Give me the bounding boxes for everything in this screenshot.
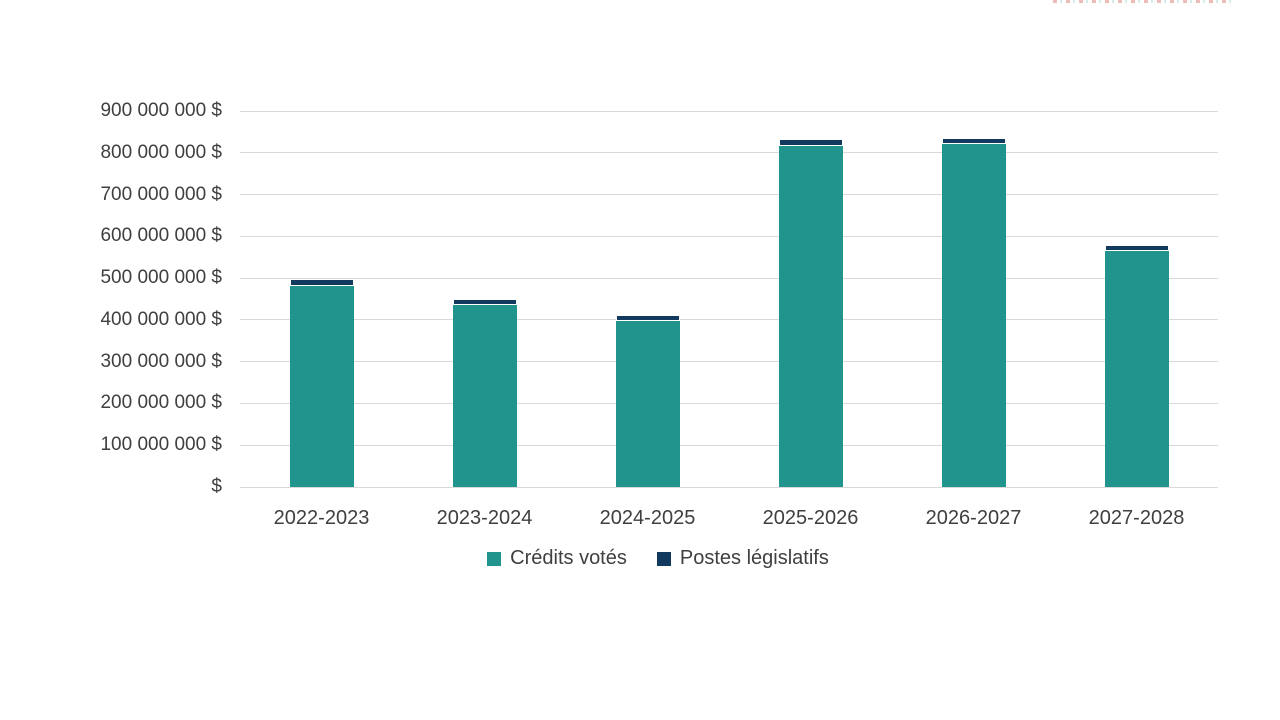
- gridline: [240, 361, 1218, 363]
- bar-segment-postes-legislatifs: [615, 315, 680, 321]
- gridline: [240, 486, 1218, 488]
- gridline: [240, 402, 1218, 404]
- gridline: [240, 444, 1218, 446]
- y-tick-label: 100 000 000 $: [100, 434, 222, 456]
- y-tick-label: 900 000 000 $: [100, 100, 222, 121]
- clipped-text-remnant: [1053, 0, 1235, 3]
- legend-swatch-credits-votes-icon: [487, 551, 502, 566]
- gridline: [240, 235, 1218, 237]
- bar-segment-credits-votes: [289, 285, 354, 487]
- x-tick-label: 2025-2026: [762, 507, 859, 529]
- bar-segment-postes-legislatifs: [941, 137, 1006, 145]
- gridline: [240, 152, 1218, 154]
- bar-segment-postes-legislatifs: [452, 299, 517, 306]
- y-tick-label: 800 000 000 $: [100, 141, 222, 163]
- bar-segment-credits-votes: [615, 320, 680, 487]
- gridline: [240, 110, 1218, 112]
- y-tick-label: 500 000 000 $: [100, 267, 222, 289]
- y-tick-label: 700 000 000 $: [100, 183, 222, 205]
- gridline: [240, 277, 1218, 279]
- x-tick-label: 2026-2027: [925, 507, 1022, 529]
- bar-segment-credits-votes: [778, 146, 843, 487]
- y-tick-label: 200 000 000 $: [100, 392, 222, 414]
- gridline: [240, 319, 1218, 321]
- bar-segment-postes-legislatifs: [778, 139, 843, 147]
- legend-label-postes-legislatifs: Postes législatifs: [679, 547, 829, 569]
- y-tick-label: 400 000 000 $: [100, 308, 222, 330]
- bar-segment-credits-votes: [941, 144, 1006, 487]
- x-tick-label: 2027-2028: [1088, 507, 1185, 529]
- legend-item-credits-votes: Crédits votés: [487, 547, 627, 570]
- bar-segment-credits-votes: [1104, 250, 1169, 487]
- bar-segment-postes-legislatifs: [1104, 244, 1169, 251]
- bar-segment-credits-votes: [452, 305, 517, 487]
- gridline: [240, 194, 1218, 196]
- chart-legend: Crédits votés Postes législatifs: [18, 547, 1280, 570]
- legend-item-postes-legislatifs: Postes législatifs: [656, 547, 829, 570]
- x-tick-label: 2024-2025: [599, 507, 696, 529]
- x-tick-label: 2022-2023: [273, 507, 370, 529]
- bar-segment-postes-legislatifs: [289, 279, 354, 286]
- y-tick-label: 600 000 000 $: [100, 225, 222, 247]
- y-tick-label: 300 000 000 $: [100, 350, 222, 372]
- legend-swatch-postes-legislatifs-icon: [656, 551, 671, 566]
- x-tick-label: 2023-2024: [436, 507, 533, 529]
- y-tick-label: $: [211, 476, 222, 497]
- legend-label-credits-votes: Crédits votés: [510, 547, 627, 569]
